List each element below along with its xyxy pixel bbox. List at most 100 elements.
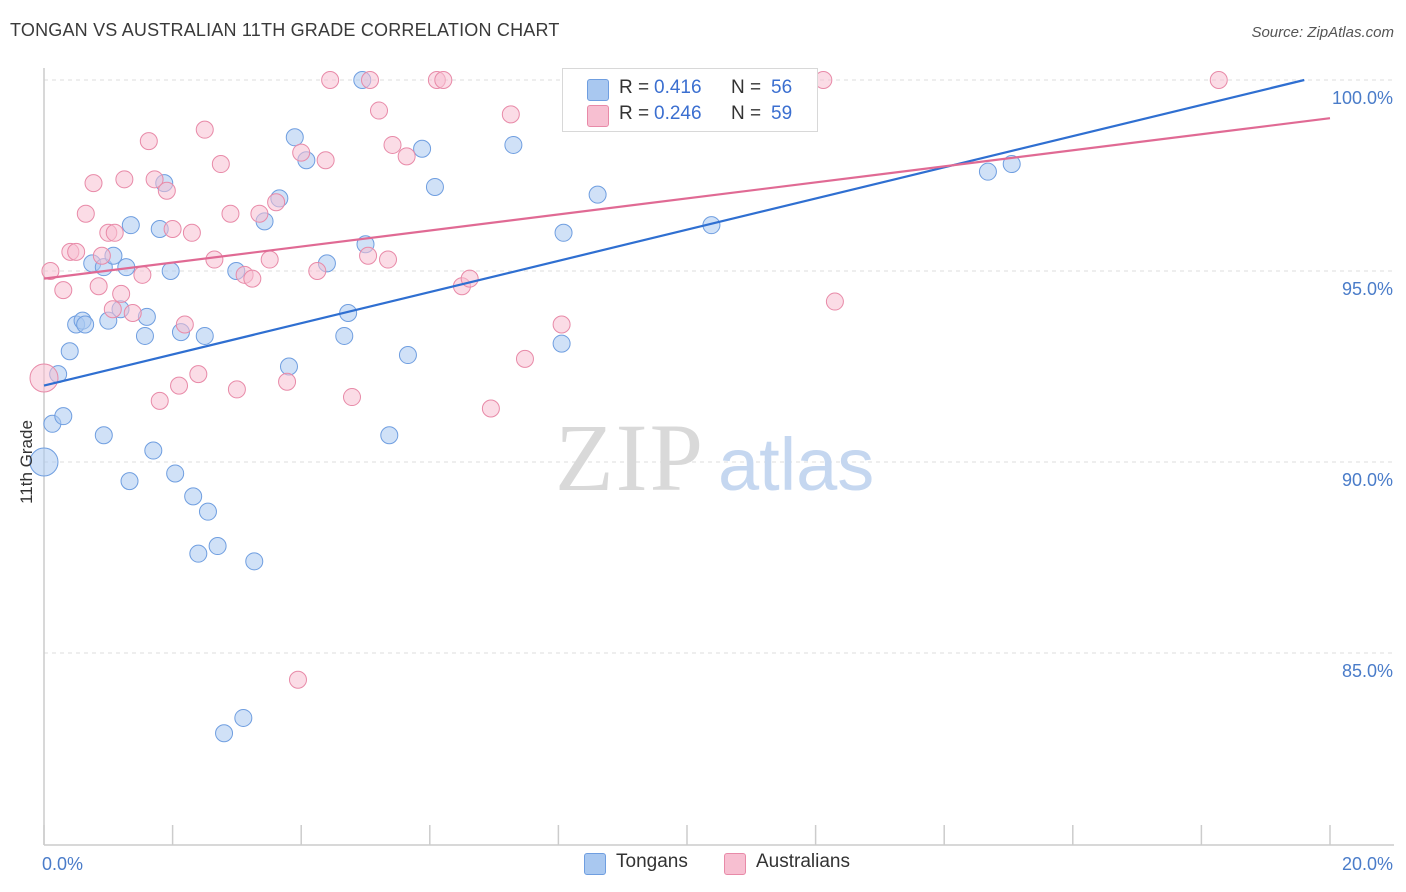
x-tick-label: 20.0% <box>1342 854 1393 874</box>
australians-point <box>278 372 297 391</box>
australians-point <box>515 349 534 368</box>
tongans-swatch <box>584 853 606 875</box>
y-tick-label: 90.0% <box>1342 470 1393 490</box>
australians-point <box>84 174 103 193</box>
tongans-point <box>76 315 95 334</box>
tongans-point <box>554 223 573 242</box>
tongans-point <box>135 326 154 345</box>
australians-point <box>41 262 60 280</box>
australians-point <box>397 147 416 166</box>
australians-point <box>552 315 571 334</box>
australians-point <box>260 250 279 269</box>
australians-point <box>189 365 208 384</box>
australians-swatch <box>587 105 609 127</box>
australians-point <box>112 284 131 303</box>
tick-labels: 85.0% 90.0% 95.0% 100.0% 0.0% 20.0% <box>42 88 1393 874</box>
tongans-point <box>588 185 607 204</box>
series-legend: Tongans Australians <box>0 851 1406 877</box>
tongans-point <box>208 537 227 556</box>
australians-point <box>195 120 214 139</box>
tongans-swatch <box>587 79 609 101</box>
australians-points <box>29 71 1228 689</box>
r-value: 0.246 <box>654 103 702 124</box>
australians-point <box>182 223 201 242</box>
australians-point <box>157 181 176 200</box>
australians-point <box>103 300 122 319</box>
tongans-point <box>166 464 185 483</box>
watermark: ZIP atlas <box>555 404 874 511</box>
australians-point <box>115 170 134 189</box>
australians-point <box>170 376 189 395</box>
grid-lines <box>44 79 1394 654</box>
tongans-point <box>94 426 113 445</box>
tongans-point <box>335 326 354 345</box>
australians-point <box>150 391 169 410</box>
y-tick-label: 100.0% <box>1332 88 1393 108</box>
australians-point <box>243 269 262 288</box>
australians-point <box>379 250 398 269</box>
australians-point <box>221 204 240 223</box>
legend-label: Australians <box>756 851 850 872</box>
n-label: N = <box>731 77 762 98</box>
tongans-point <box>198 502 217 521</box>
australians-point <box>89 277 108 296</box>
tongans-point <box>215 724 234 743</box>
tongans-point <box>413 139 432 158</box>
stats-legend: R = 0.416 N = 56 R = 0.246 N = 59 <box>562 68 818 132</box>
australians-trend-line <box>43 117 1331 280</box>
australians-point <box>92 246 111 265</box>
tongans-point <box>552 334 571 353</box>
australians-point <box>67 242 86 261</box>
tongans-point <box>285 128 304 147</box>
australians-point <box>227 380 246 399</box>
australians-point <box>825 292 844 311</box>
tongans-point <box>144 441 163 460</box>
chart-title: TONGAN VS AUSTRALIAN 11TH GRADE CORRELAT… <box>10 20 560 40</box>
tongans-point <box>398 346 417 365</box>
watermark-zip: ZIP <box>555 404 705 511</box>
r-value: 0.416 <box>654 77 702 98</box>
australians-point <box>163 219 182 238</box>
x-tick-label: 0.0% <box>42 854 83 874</box>
australians-point <box>361 71 380 89</box>
australians-point <box>250 204 269 223</box>
series-points <box>29 71 1228 743</box>
trend-lines <box>43 78 1331 387</box>
australians-point <box>205 250 224 269</box>
australians-point <box>342 388 361 407</box>
tongans-point <box>29 447 59 477</box>
australians-point <box>501 105 520 124</box>
australians-point <box>288 670 307 689</box>
australians-point <box>292 143 311 162</box>
tongans-point <box>425 177 444 196</box>
y-tick-label: 95.0% <box>1342 279 1393 299</box>
tongans-point <box>195 326 214 345</box>
tongans-trend-line <box>43 78 1305 387</box>
tongans-point <box>54 407 73 426</box>
australians-point <box>383 135 402 154</box>
tongans-point <box>189 544 208 563</box>
tongans-point <box>279 357 298 376</box>
n-label: N = <box>731 103 762 124</box>
australians-point <box>308 262 327 280</box>
n-value: 59 <box>771 103 793 124</box>
australians-point <box>211 155 230 174</box>
australians-point <box>1209 71 1228 89</box>
tongans-point <box>161 262 180 280</box>
y-tick-label: 85.0% <box>1342 661 1393 681</box>
australians-point <box>359 246 378 265</box>
australians-point <box>139 132 158 151</box>
tongans-points <box>29 71 1021 743</box>
r-label: R = <box>619 103 650 124</box>
australians-point <box>76 204 95 223</box>
australians-point <box>321 71 340 89</box>
tongans-point <box>184 487 203 506</box>
watermark-atlas: atlas <box>718 423 874 506</box>
australians-point <box>316 151 335 170</box>
tongans-point <box>60 342 79 361</box>
australians-point <box>105 223 124 242</box>
y-axis-label: 11th Grade <box>17 420 36 504</box>
tongans-point <box>1002 155 1021 174</box>
tongans-point <box>978 162 997 181</box>
